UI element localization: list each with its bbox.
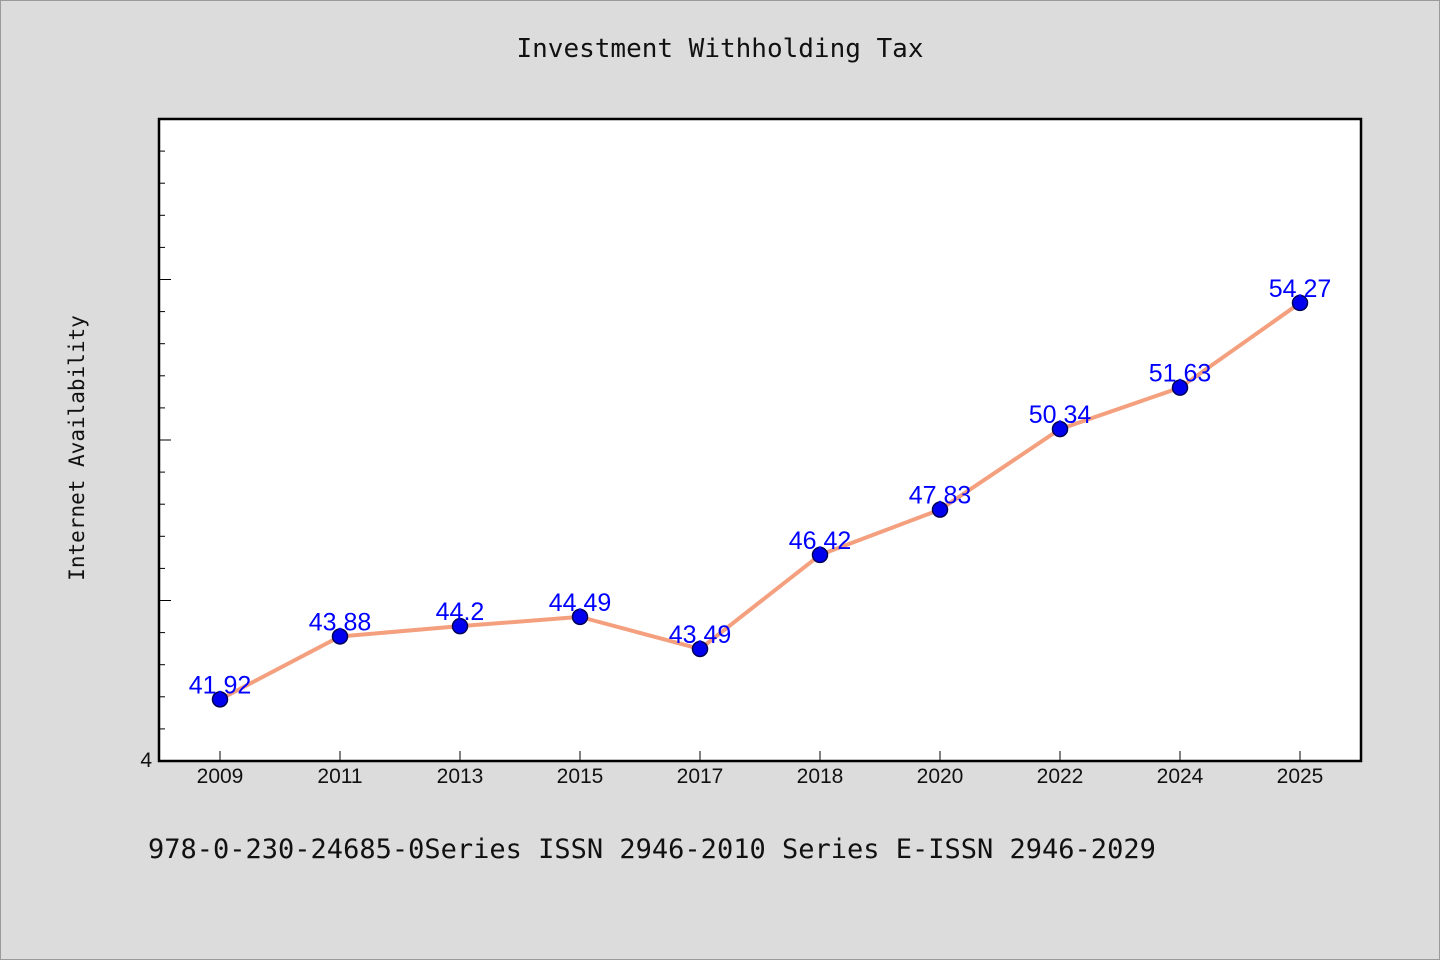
data-label: 51.63 bbox=[1149, 360, 1212, 388]
series-markers bbox=[211, 294, 1309, 708]
x-tick-label: 2020 bbox=[917, 765, 964, 788]
data-label: 43.88 bbox=[309, 608, 372, 636]
series-line bbox=[219, 301, 1302, 702]
data-label: 46.42 bbox=[789, 527, 852, 555]
data-point bbox=[1171, 379, 1189, 396]
data-point bbox=[931, 501, 949, 518]
data-point bbox=[211, 691, 229, 708]
x-tick-label: 2015 bbox=[557, 765, 604, 788]
x-tick-label: 2013 bbox=[437, 765, 484, 788]
data-point bbox=[451, 617, 469, 635]
data-point bbox=[1051, 420, 1069, 438]
y-axis-ticks: 4 bbox=[140, 150, 171, 772]
data-labels: 41.92 43.88 44.2 44.49 43.49 46.42 47.83 50.34 5… bbox=[189, 275, 1332, 699]
data-label: 43.49 bbox=[669, 621, 732, 649]
x-tick-label: 2017 bbox=[677, 765, 724, 788]
x-axis-ticks: 2009 2011 2013 2015 2017 2018 2020 2022 2024 2025 bbox=[197, 751, 1324, 788]
data-point bbox=[1291, 294, 1309, 312]
data-point bbox=[691, 640, 709, 658]
y-tick-label: 4 bbox=[140, 749, 152, 772]
plot-area bbox=[157, 117, 1363, 763]
data-label: 44.2 bbox=[436, 598, 485, 626]
data-point bbox=[331, 628, 349, 645]
data-label: 47.83 bbox=[909, 482, 972, 510]
x-tick-label: 2018 bbox=[797, 765, 844, 788]
data-label: 44.49 bbox=[549, 589, 612, 617]
x-tick-label: 2024 bbox=[1157, 765, 1204, 788]
x-tick-label: 2011 bbox=[317, 765, 362, 788]
footer-identifiers: 978-0-230-24685-0Series ISSN 2946-2010 S… bbox=[148, 834, 1156, 865]
data-point bbox=[571, 608, 589, 626]
chart-title: Investment Withholding Tax bbox=[516, 34, 924, 64]
x-tick-label: 2022 bbox=[1037, 765, 1084, 788]
data-label: 54.27 bbox=[1269, 275, 1332, 303]
data-label: 41.92 bbox=[189, 671, 252, 699]
x-tick-label: 2009 bbox=[197, 765, 244, 788]
data-point bbox=[811, 546, 829, 564]
data-label: 50.34 bbox=[1029, 401, 1092, 429]
x-tick-label: 2025 bbox=[1277, 765, 1324, 788]
